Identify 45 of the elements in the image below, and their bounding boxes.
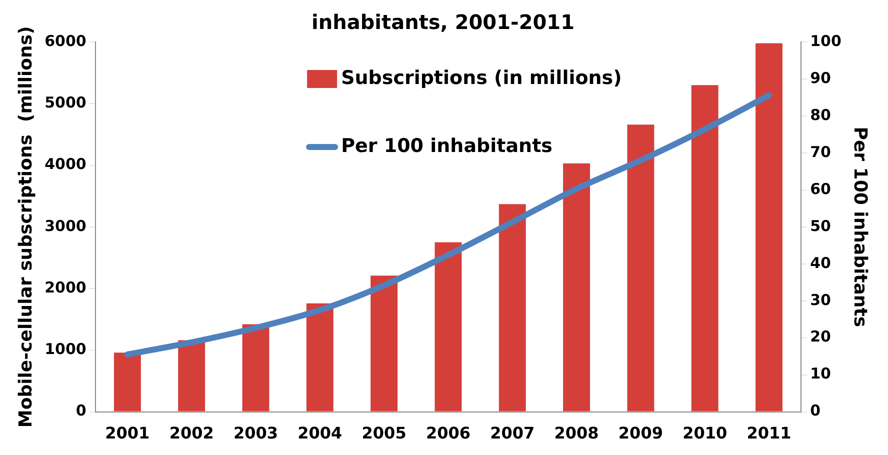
legend-label: Subscriptions (in millions) — [341, 66, 622, 89]
bar — [498, 204, 526, 412]
y-axis-title: Mobile-cellular subscriptions (millions) — [15, 26, 36, 428]
y2-tick-label: 0 — [810, 402, 821, 420]
x-tick-label: 2010 — [682, 424, 728, 443]
y2-tick-label: 60 — [810, 180, 831, 198]
x-tick-label: 2001 — [105, 424, 150, 443]
x-tick-label: 2004 — [298, 424, 342, 443]
y-tick-label: 0 — [76, 402, 86, 420]
y2-tick-label: 80 — [810, 106, 831, 124]
y-tick-label: 6000 — [44, 32, 86, 50]
bar — [370, 276, 398, 412]
y2-tick-label: 20 — [810, 328, 831, 346]
y-tick-label: 5000 — [44, 94, 86, 112]
y2-tick-label: 40 — [810, 254, 831, 272]
y-tick-label: 4000 — [44, 155, 86, 174]
x-tick-label: 2002 — [169, 424, 214, 443]
x-tick-label: 2003 — [233, 424, 278, 443]
bar — [691, 85, 718, 412]
y2-tick-label: 10 — [810, 364, 831, 383]
legend-label: Per 100 inhabitants — [341, 134, 552, 157]
y2-tick-label: 70 — [810, 142, 831, 161]
bar — [178, 340, 206, 412]
bar — [563, 163, 590, 412]
y2-tick-label: 30 — [810, 290, 831, 309]
y2-tick-label: 90 — [810, 68, 831, 87]
bar — [242, 324, 270, 412]
y2-tick-label: 100 — [810, 32, 842, 50]
x-tick-label: 2007 — [490, 424, 535, 443]
x-tick-label: 2009 — [618, 424, 663, 443]
bar — [114, 352, 141, 412]
y2-axis-title: Per 100 inhabitants — [850, 126, 871, 328]
y-tick-label: 1000 — [44, 340, 86, 358]
chart-title: inhabitants, 2001-2011 — [312, 10, 574, 34]
y-tick-label: 3000 — [44, 216, 86, 235]
bar — [627, 124, 654, 412]
bar — [306, 303, 334, 412]
x-tick-label: 2011 — [746, 424, 792, 443]
bar — [756, 43, 782, 412]
x-tick-label: 2005 — [362, 424, 406, 443]
y-tick-label: 2000 — [44, 278, 86, 296]
x-tick-label: 2008 — [554, 424, 599, 443]
x-tick-label: 2006 — [426, 424, 470, 443]
y2-tick-label: 50 — [810, 216, 831, 235]
bar — [434, 242, 462, 412]
